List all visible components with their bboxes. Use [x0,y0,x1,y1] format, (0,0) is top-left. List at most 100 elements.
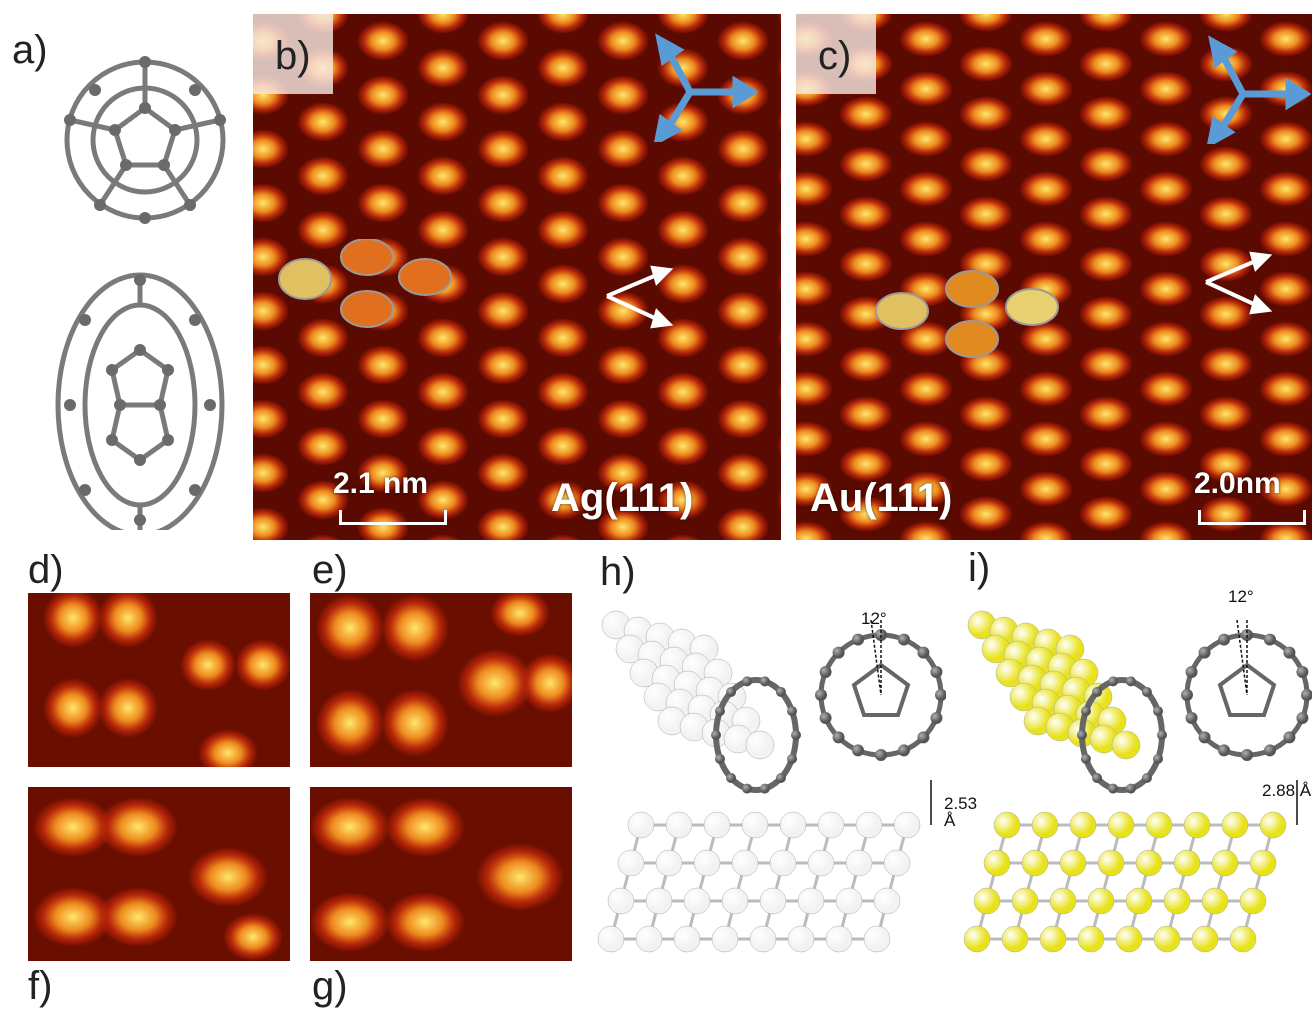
molecule-spot [839,496,893,532]
molecule-spot [1019,71,1073,107]
molecule-spot [796,521,833,540]
stm-zoom-g [310,787,572,961]
substrate-atom [1077,925,1105,953]
molecule-spot [959,46,1013,82]
molecule-spot [1199,196,1253,232]
molecule-spot [597,75,649,115]
molecule-spot [223,913,283,961]
substrate-atom [635,925,663,953]
substrate-atom [1183,811,1211,839]
molecule-spot [253,237,289,277]
molecule-spot [297,372,349,412]
molecule-spot [796,421,833,457]
molecule-spot [357,399,409,439]
substrate-atom [731,849,759,877]
substrate-atom [1153,925,1181,953]
molecule-spot [597,129,649,169]
molecule-spot [297,426,349,466]
molecule-spot [959,446,1013,482]
panel-label-a: a) [12,28,48,72]
molecule-spot [1199,146,1253,182]
molecule-spot [657,480,709,520]
molecule-spot [959,396,1013,432]
molecule-spot [1079,396,1133,432]
molecule-spot [839,246,893,282]
tilt-angle-label-ag: 12° [861,609,887,628]
molecule-spot [597,183,649,223]
molecule-spot [899,171,953,207]
molecule-spot [657,426,709,466]
molecule-spot [717,507,769,540]
molecule-spot [959,196,1013,232]
panel-label-c: c) [818,34,852,78]
molecule-overlay-ag [278,239,452,328]
panel-a-molecules [40,20,250,538]
molecule-spot [899,421,953,457]
substrate-atom [817,811,845,839]
molecule-spot [477,75,529,115]
molecule-spot [796,471,833,507]
molecule-spot [98,678,158,738]
molecule-spot [417,426,469,466]
molecule-spot [1259,471,1312,507]
molecule-spot [1019,521,1073,540]
substrate-atom [1111,730,1141,760]
molecule-spot [597,291,649,331]
panel-label-h: h) [600,550,636,594]
panel-label-b: b) [275,34,311,78]
substrate-atom [1049,887,1077,915]
scale-bar-label-au: 2.0nm [1194,467,1281,500]
molecule-spot [777,219,781,241]
substrate-atom [1201,887,1229,915]
molecule-spot [235,639,290,691]
molecule-spot [796,371,833,407]
substrate-atom [673,925,701,953]
substrate-atom [1001,925,1029,953]
substrate-atom [693,849,721,877]
molecule-spot [959,96,1013,132]
substrate-atom [779,811,807,839]
molecule-spot [417,48,469,88]
molecule-spot [1259,21,1312,57]
substrate-atom [1115,925,1143,953]
substrate-atom [645,887,673,915]
molecule-spot [717,237,769,277]
molecule-spot [253,507,289,540]
molecule-spot [597,345,649,385]
c60-molecule [64,59,226,221]
molecule-spot [1259,371,1312,407]
molecule-spot [537,14,589,34]
substrate-atom [1021,849,1049,877]
molecule-spot [357,183,409,223]
molecule-spot [253,183,289,223]
molecule-spot [1079,296,1133,332]
molecule-spot [657,318,709,358]
molecule-spot [1199,346,1253,382]
molecule-spot [899,371,953,407]
stm-zoom-e [310,593,572,767]
substrate-atom [1163,887,1191,915]
molecule-spot [1139,271,1193,307]
substrate-atom [993,811,1021,839]
substrate-atom [1145,811,1173,839]
molecule-spot [839,96,893,132]
molecule-spot [43,593,103,648]
molecule-spot [657,14,709,34]
molecule-spot [316,594,384,662]
substrate-atom [617,849,645,877]
substrate-atom [983,849,1011,877]
scale-bar-label-ag: 2.1 nm [333,467,429,500]
substrate-atom [787,925,815,953]
molecule-spot [777,273,781,295]
molecule-spot [180,639,236,691]
substrate-atom [1107,811,1135,839]
molecule-spot [1079,146,1133,182]
molecule-spot [657,210,709,250]
molecule-spot [717,345,769,385]
substrate-atom [855,811,883,839]
molecule-spot [357,129,409,169]
molecule-spot [537,102,589,142]
molecule-spot [477,291,529,331]
molecule-spot [899,121,953,157]
substrate-atom [1229,925,1257,953]
